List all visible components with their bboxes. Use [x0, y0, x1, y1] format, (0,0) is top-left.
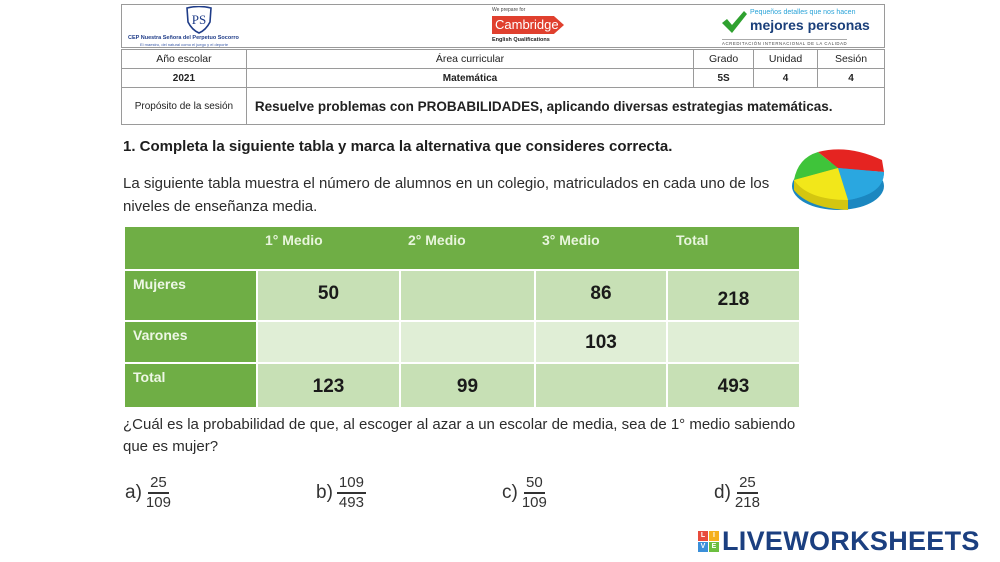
shield-icon: PS	[186, 6, 212, 34]
header-grade: Grado	[693, 49, 755, 69]
cell-total-total[interactable]: 493	[668, 364, 799, 407]
cube-i: I	[709, 531, 719, 541]
pie-chart-icon	[792, 149, 884, 210]
row-label-total: Total	[125, 364, 256, 407]
value-unit: 4	[753, 68, 819, 88]
option-c[interactable]: c) 50 109	[502, 474, 547, 512]
option-letter: a)	[125, 482, 142, 503]
table-row: Mujeres 50 86 218	[125, 271, 799, 320]
enrollment-table: 1° Medio 2° Medio 3° Medio Total Mujeres…	[125, 227, 799, 407]
denominator: 218	[734, 494, 760, 511]
quality-tagline: Pequeños detalles que nos hacen	[750, 9, 856, 16]
cell-varones-2[interactable]	[401, 322, 534, 362]
exercise-title: 1. Completa la siguiente tabla y marca l…	[123, 138, 673, 155]
purpose-text: Resuelve problemas con PROBABILIDADES, a…	[245, 87, 886, 125]
header-area: Área curricular	[245, 49, 695, 69]
numerator: 109	[336, 474, 366, 494]
numerator: 25	[148, 474, 169, 494]
row-label-mujeres: Mujeres	[125, 271, 256, 320]
option-a[interactable]: a) 25 109	[125, 474, 171, 512]
fraction: 50 109	[522, 474, 547, 512]
exercise-intro: La siguiente tabla muestra el número de …	[123, 175, 770, 215]
value-grade: 5S	[693, 68, 755, 88]
column-total: Total	[676, 232, 709, 248]
quality-accreditation: ACREDITACIÓN INTERNACIONAL DE LA CALIDAD	[722, 39, 848, 46]
column-2-medio: 2° Medio	[408, 232, 466, 248]
cube-e: E	[709, 542, 719, 552]
fraction: 25 109	[146, 474, 171, 512]
table-row: Total 123 99 493	[125, 364, 799, 407]
option-letter: d)	[714, 482, 731, 503]
cubes-icon: L I V E	[698, 531, 719, 552]
cambridge-logo: We prepare for Cambridge English Qualifi…	[492, 7, 582, 47]
svg-text:PS: PS	[192, 12, 206, 27]
header-unit: Unidad	[753, 49, 819, 69]
column-3-medio: 3° Medio	[542, 232, 600, 248]
document-header: PS CEP Nuestra Señora del Perpetuo Socor…	[121, 4, 885, 48]
school-logo: PS CEP Nuestra Señora del Perpetuo Socor…	[128, 5, 298, 47]
cell-total-3[interactable]	[536, 364, 666, 407]
cambridge-flag: Cambridge	[492, 16, 564, 34]
cell-mujeres-1[interactable]: 50	[258, 271, 399, 320]
purpose-label: Propósito de la sesión	[121, 87, 247, 125]
cell-total-2[interactable]: 99	[401, 364, 534, 407]
option-d[interactable]: d) 25 218	[714, 474, 760, 512]
value-area: Matemática	[245, 68, 695, 88]
school-motto: El maestro, del natural como el juego y …	[140, 42, 229, 47]
cube-v: V	[698, 542, 708, 552]
cell-mujeres-2[interactable]	[401, 271, 534, 320]
session-info-table: Año escolar Área curricular Grado Unidad…	[121, 49, 886, 125]
denominator: 109	[145, 494, 171, 511]
fraction: 25 218	[735, 474, 760, 512]
numerator: 25	[737, 474, 758, 494]
cell-varones-3[interactable]: 103	[536, 322, 666, 362]
value-session: 4	[817, 68, 885, 88]
option-b[interactable]: b) 109 493	[316, 474, 366, 512]
cell-varones-total[interactable]	[668, 322, 799, 362]
cambridge-post: English Qualifications	[492, 37, 550, 43]
cell-total-1[interactable]: 123	[258, 364, 399, 407]
table-row: Varones 103	[125, 322, 799, 362]
quality-headline: mejores personas	[750, 17, 870, 33]
numerator: 50	[524, 474, 545, 494]
value-year: 2021	[121, 68, 247, 88]
liveworksheets-logo: L I V E LIVEWORKSHEETS	[698, 526, 980, 557]
denominator: 493	[338, 494, 364, 511]
header-session: Sesión	[817, 49, 885, 69]
row-label-varones: Varones	[125, 322, 256, 362]
brand-wordmark: LIVEWORKSHEETS	[722, 526, 980, 556]
column-1-medio: 1° Medio	[265, 232, 323, 248]
table-header-row: 1° Medio 2° Medio 3° Medio Total	[125, 227, 799, 269]
checkmark-icon	[722, 11, 747, 33]
option-letter: b)	[316, 482, 333, 503]
fraction: 109 493	[336, 474, 366, 512]
cube-l: L	[698, 531, 708, 541]
cambridge-pre: We prepare for	[492, 7, 526, 13]
quality-logo: Pequeños detalles que nos hacen mejores …	[720, 7, 882, 47]
header-year: Año escolar	[121, 49, 247, 69]
cell-mujeres-3[interactable]: 86	[536, 271, 666, 320]
cell-mujeres-total[interactable]: 218	[668, 271, 799, 320]
denominator: 109	[521, 494, 547, 511]
question-text: ¿Cuál es la probabilidad de que, al esco…	[123, 416, 796, 455]
cell-varones-1[interactable]	[258, 322, 399, 362]
school-name: CEP Nuestra Señora del Perpetuo Socorro	[128, 35, 239, 41]
option-letter: c)	[502, 482, 518, 503]
